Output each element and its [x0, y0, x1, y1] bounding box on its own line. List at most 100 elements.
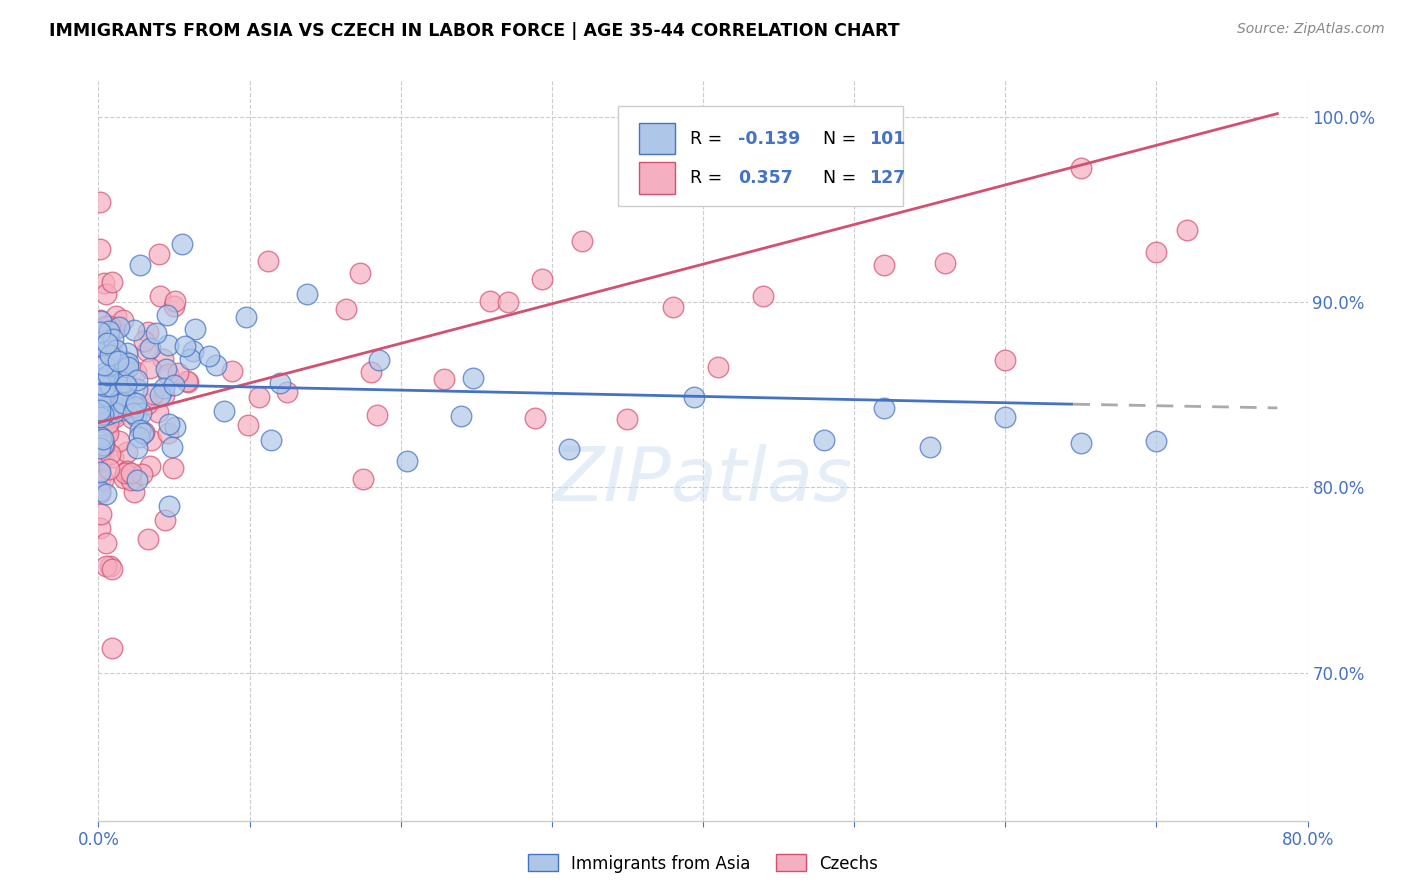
Point — [111, 385, 134, 400]
Point — [90, 508, 112, 522]
Point — [98, 319, 121, 334]
Point — [157, 417, 180, 431]
Point — [349, 266, 371, 280]
Point — [127, 474, 149, 488]
Point — [139, 459, 162, 474]
Point — [616, 411, 638, 425]
Point — [661, 300, 683, 314]
Point — [115, 464, 138, 478]
Text: IMMIGRANTS FROM ASIA VS CZECH IN LABOR FORCE | AGE 35-44 CORRELATION CHART: IMMIGRANTS FROM ASIA VS CZECH IN LABOR F… — [49, 22, 900, 40]
Point — [89, 409, 111, 424]
Point — [873, 258, 896, 272]
Point — [124, 323, 146, 337]
Point — [129, 423, 152, 437]
Point — [93, 438, 115, 452]
Point — [184, 322, 207, 336]
Point — [163, 299, 186, 313]
Point — [89, 335, 111, 350]
Point — [707, 359, 730, 374]
Point — [114, 355, 136, 369]
Point — [156, 367, 179, 381]
Point — [163, 420, 186, 434]
Point — [157, 426, 180, 441]
Point — [172, 236, 194, 251]
Point — [91, 432, 114, 446]
Point — [98, 559, 121, 574]
Point — [89, 194, 111, 209]
Point — [89, 402, 111, 417]
Point — [94, 536, 117, 550]
Point — [96, 423, 118, 437]
Point — [89, 445, 111, 459]
Point — [496, 295, 519, 310]
Point — [257, 253, 280, 268]
Point — [89, 377, 111, 392]
Point — [94, 365, 117, 379]
Point — [181, 343, 204, 358]
Point — [112, 388, 135, 402]
Point — [352, 472, 374, 486]
Point — [112, 471, 135, 485]
Point — [93, 358, 115, 372]
Point — [97, 407, 120, 421]
Point — [103, 450, 125, 464]
Point — [571, 234, 593, 248]
Point — [204, 358, 226, 372]
Point — [100, 640, 122, 655]
Point — [89, 409, 111, 423]
Point — [103, 392, 125, 407]
Point — [1070, 436, 1092, 450]
Point — [110, 376, 132, 390]
Point — [752, 289, 775, 303]
Point — [395, 454, 418, 468]
Point — [157, 338, 180, 352]
Point — [115, 445, 138, 459]
Point — [101, 378, 124, 392]
Point — [152, 351, 174, 366]
Point — [96, 336, 118, 351]
Point — [131, 467, 153, 482]
Point — [176, 374, 198, 388]
Point — [112, 375, 135, 389]
Point — [94, 378, 117, 392]
Point — [90, 341, 112, 355]
Point — [98, 447, 121, 461]
Point — [163, 377, 186, 392]
Point — [105, 356, 128, 370]
Point — [112, 354, 135, 368]
Point — [335, 302, 357, 317]
Point — [1144, 245, 1167, 260]
Point — [120, 474, 142, 488]
Point — [221, 364, 243, 378]
Point — [89, 432, 111, 446]
Point — [98, 379, 121, 393]
Legend: Immigrants from Asia, Czechs: Immigrants from Asia, Czechs — [522, 847, 884, 880]
Point — [295, 287, 318, 301]
Point — [238, 417, 260, 432]
Text: N =: N = — [823, 129, 862, 148]
Point — [813, 154, 835, 169]
Point — [91, 407, 114, 421]
Point — [873, 401, 896, 415]
Point — [132, 425, 155, 440]
Point — [122, 485, 145, 500]
Point — [162, 460, 184, 475]
Point — [122, 405, 145, 419]
Point — [101, 562, 124, 576]
Point — [90, 420, 112, 434]
Point — [145, 326, 167, 340]
Point — [104, 368, 127, 383]
Point — [135, 344, 157, 359]
Point — [167, 366, 190, 380]
Point — [450, 409, 472, 424]
Point — [138, 360, 160, 375]
Point — [89, 372, 111, 386]
Point — [96, 408, 118, 422]
Text: -0.139: -0.139 — [738, 129, 800, 148]
Point — [115, 378, 138, 392]
Point — [98, 348, 121, 362]
Point — [531, 272, 554, 286]
Point — [89, 409, 111, 424]
Point — [153, 513, 176, 527]
Point — [124, 409, 146, 423]
